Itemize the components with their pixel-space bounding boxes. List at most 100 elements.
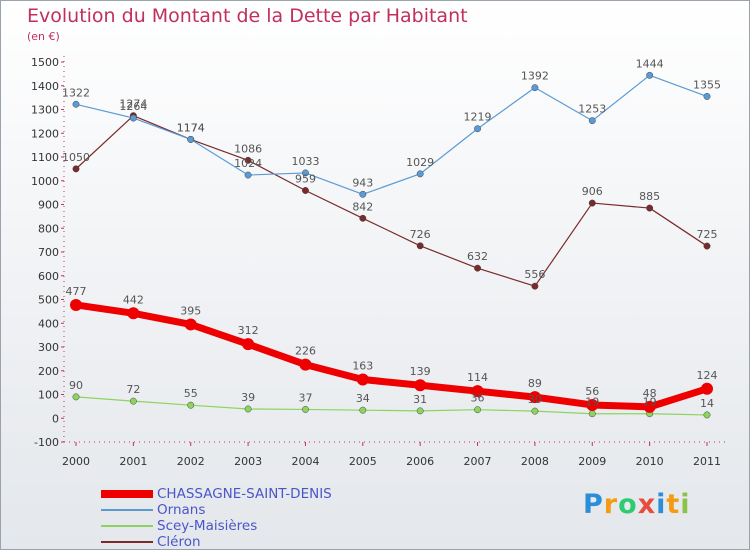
legend-swatch [101, 541, 153, 543]
x-tick-label: 2007 [464, 455, 492, 468]
data-label: 906 [582, 185, 603, 198]
data-point [414, 379, 427, 392]
series-line-cl-ron [75, 115, 708, 287]
logo-letter: i [680, 489, 691, 520]
data-label: 72 [126, 383, 140, 396]
data-point [70, 298, 82, 311]
data-point [359, 214, 367, 222]
logo-letter: x [637, 489, 657, 520]
legend-swatch [101, 525, 153, 527]
data-point [703, 92, 711, 100]
data-label: 885 [639, 190, 660, 203]
x-tick-label: 2000 [62, 455, 90, 468]
data-point [588, 199, 596, 207]
data-point [302, 406, 309, 413]
data-label: 14 [700, 397, 714, 410]
y-tick-label: -100 [34, 436, 59, 449]
series-lines [70, 71, 713, 419]
series-line-ornans [75, 74, 708, 195]
data-point [72, 100, 80, 108]
data-point [244, 171, 252, 179]
data-point [703, 411, 711, 419]
data-label: 1029 [406, 156, 434, 169]
data-label: 395 [180, 304, 201, 317]
data-label: 959 [295, 172, 316, 185]
data-point [242, 338, 255, 351]
data-label: 139 [410, 365, 431, 378]
data-point [471, 385, 484, 398]
data-point [302, 187, 309, 194]
data-label: 842 [352, 200, 373, 213]
y-tick-label: 200 [38, 365, 59, 378]
x-tick-label: 2004 [291, 455, 319, 468]
data-label: 55 [184, 387, 198, 400]
x-tick-label: 2009 [578, 455, 606, 468]
data-point [187, 401, 195, 409]
data-label: 943 [352, 176, 373, 189]
data-point [302, 169, 309, 177]
legend-swatch [101, 490, 153, 498]
data-label: 1033 [291, 155, 319, 168]
data-label: 556 [524, 268, 545, 281]
data-label: 1174 [177, 121, 205, 134]
data-label: 1253 [578, 103, 606, 116]
x-tick-label: 2006 [406, 455, 434, 468]
data-label: 226 [295, 345, 316, 358]
y-tick-label: 400 [38, 317, 59, 330]
data-label: 48 [643, 387, 657, 400]
data-point [474, 125, 481, 133]
data-point [299, 358, 312, 371]
data-point [646, 71, 654, 79]
y-tick-label: 0 [52, 412, 59, 425]
data-label: 1219 [464, 111, 492, 124]
legend: CHASSAGNE-SAINT-DENIS Ornans Scey-Maisière… [101, 486, 332, 550]
data-point [646, 204, 654, 212]
logo-letter: r [603, 489, 619, 520]
data-label: 124 [697, 369, 718, 382]
data-point [588, 410, 596, 418]
data-point [531, 407, 539, 415]
y-tick-label: 1100 [31, 151, 59, 164]
y-tick-label: 300 [38, 341, 59, 354]
data-point [588, 117, 596, 125]
data-label: 37 [298, 391, 312, 404]
data-label: 163 [352, 360, 373, 373]
data-label: 726 [410, 228, 431, 241]
data-point [703, 242, 711, 250]
series-line-scey-maisi-res [75, 396, 708, 416]
data-point [701, 382, 713, 395]
legend-item: Ornans [101, 502, 332, 518]
data-label: 1322 [62, 86, 90, 99]
data-point [359, 190, 367, 198]
data-point [416, 170, 424, 178]
data-point [356, 373, 369, 386]
data-label: 56 [585, 385, 599, 398]
x-tick-label: 2003 [234, 455, 262, 468]
data-label: 19 [643, 396, 657, 409]
data-point [531, 84, 539, 92]
y-tick-label: 1500 [31, 56, 59, 69]
data-label: 1355 [693, 78, 721, 91]
legend-swatch [101, 509, 153, 511]
data-label: 39 [241, 391, 255, 404]
data-label: 1444 [636, 57, 664, 70]
legend-item: Cléron [101, 534, 332, 550]
data-label: 30 [528, 393, 542, 406]
proxiti-logo: Proxiti [583, 489, 691, 520]
data-point [184, 318, 197, 331]
data-label: 1024 [234, 157, 262, 170]
legend-label: CHASSAGNE-SAINT-DENIS [157, 486, 332, 502]
data-point [528, 391, 541, 404]
chart-title: Evolution du Montant de la Dette par Hab… [27, 5, 468, 27]
y-tick-label: 700 [38, 246, 59, 259]
data-point [474, 264, 481, 272]
data-label: 31 [413, 393, 427, 406]
data-label: 1392 [521, 70, 549, 83]
x-tick-label: 2001 [119, 455, 147, 468]
data-label: 1274 [119, 98, 147, 111]
data-label: 632 [467, 250, 488, 263]
y-tick-label: 1200 [31, 127, 59, 140]
